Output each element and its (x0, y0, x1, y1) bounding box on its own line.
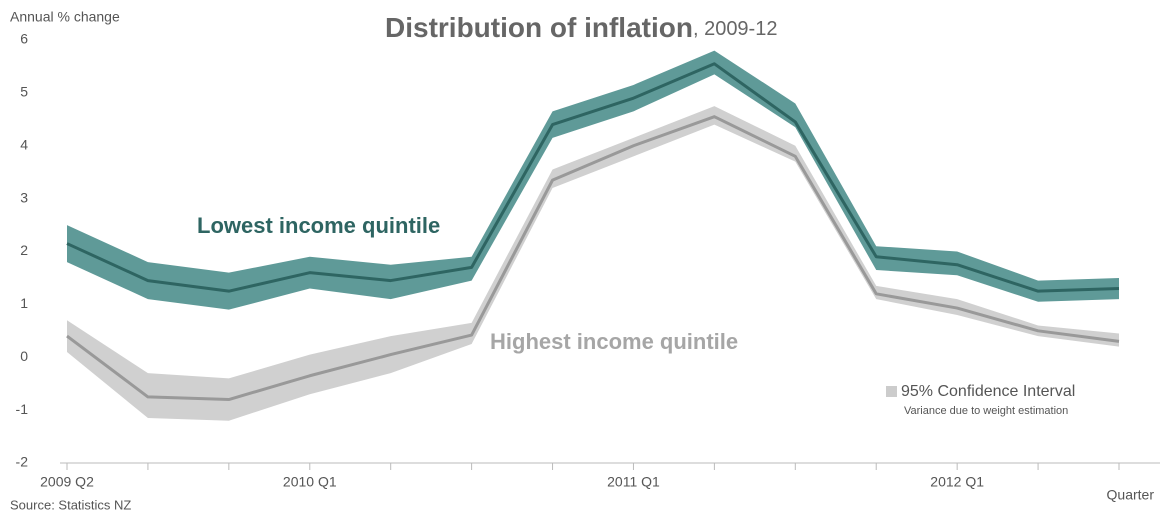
y-tick-label: 6 (20, 31, 28, 47)
legend-note: Variance due to weight estimation (904, 405, 1068, 417)
confidence-band (67, 50, 1119, 310)
chart-title: Distribution of inflation, 2009-12 (385, 12, 777, 43)
legend-label: 95% Confidence Interval (901, 383, 1075, 400)
y-tick-label: 3 (20, 189, 28, 205)
x-tick-label: 2010 Q1 (283, 474, 337, 490)
x-tick-label: 2009 Q2 (40, 474, 94, 490)
series-line (66, 115, 1120, 402)
x-axis-label: Quarter (1107, 487, 1155, 503)
y-tick-label: 2 (20, 242, 28, 258)
y-tick-label: 1 (20, 295, 28, 311)
x-tick-label: 2012 Q1 (930, 474, 984, 490)
title-sub: , 2009-12 (693, 18, 778, 40)
y-tick-label: -2 (16, 454, 29, 470)
series-line (66, 62, 1120, 293)
y-tick-label: 0 (20, 348, 28, 364)
source: Source: Statistics NZ (10, 497, 131, 512)
series-label: Highest income quintile (490, 329, 738, 354)
legend-swatch (886, 386, 897, 397)
title-main: Distribution of inflation (385, 12, 693, 43)
series-label: Lowest income quintile (197, 213, 440, 238)
confidence-band (67, 106, 1119, 421)
y-axis-label: Annual % change (10, 9, 120, 25)
x-tick-label: 2011 Q1 (607, 474, 660, 490)
y-tick-label: 4 (20, 136, 28, 152)
y-tick-label: 5 (20, 84, 28, 100)
y-tick-label: -1 (16, 401, 29, 417)
